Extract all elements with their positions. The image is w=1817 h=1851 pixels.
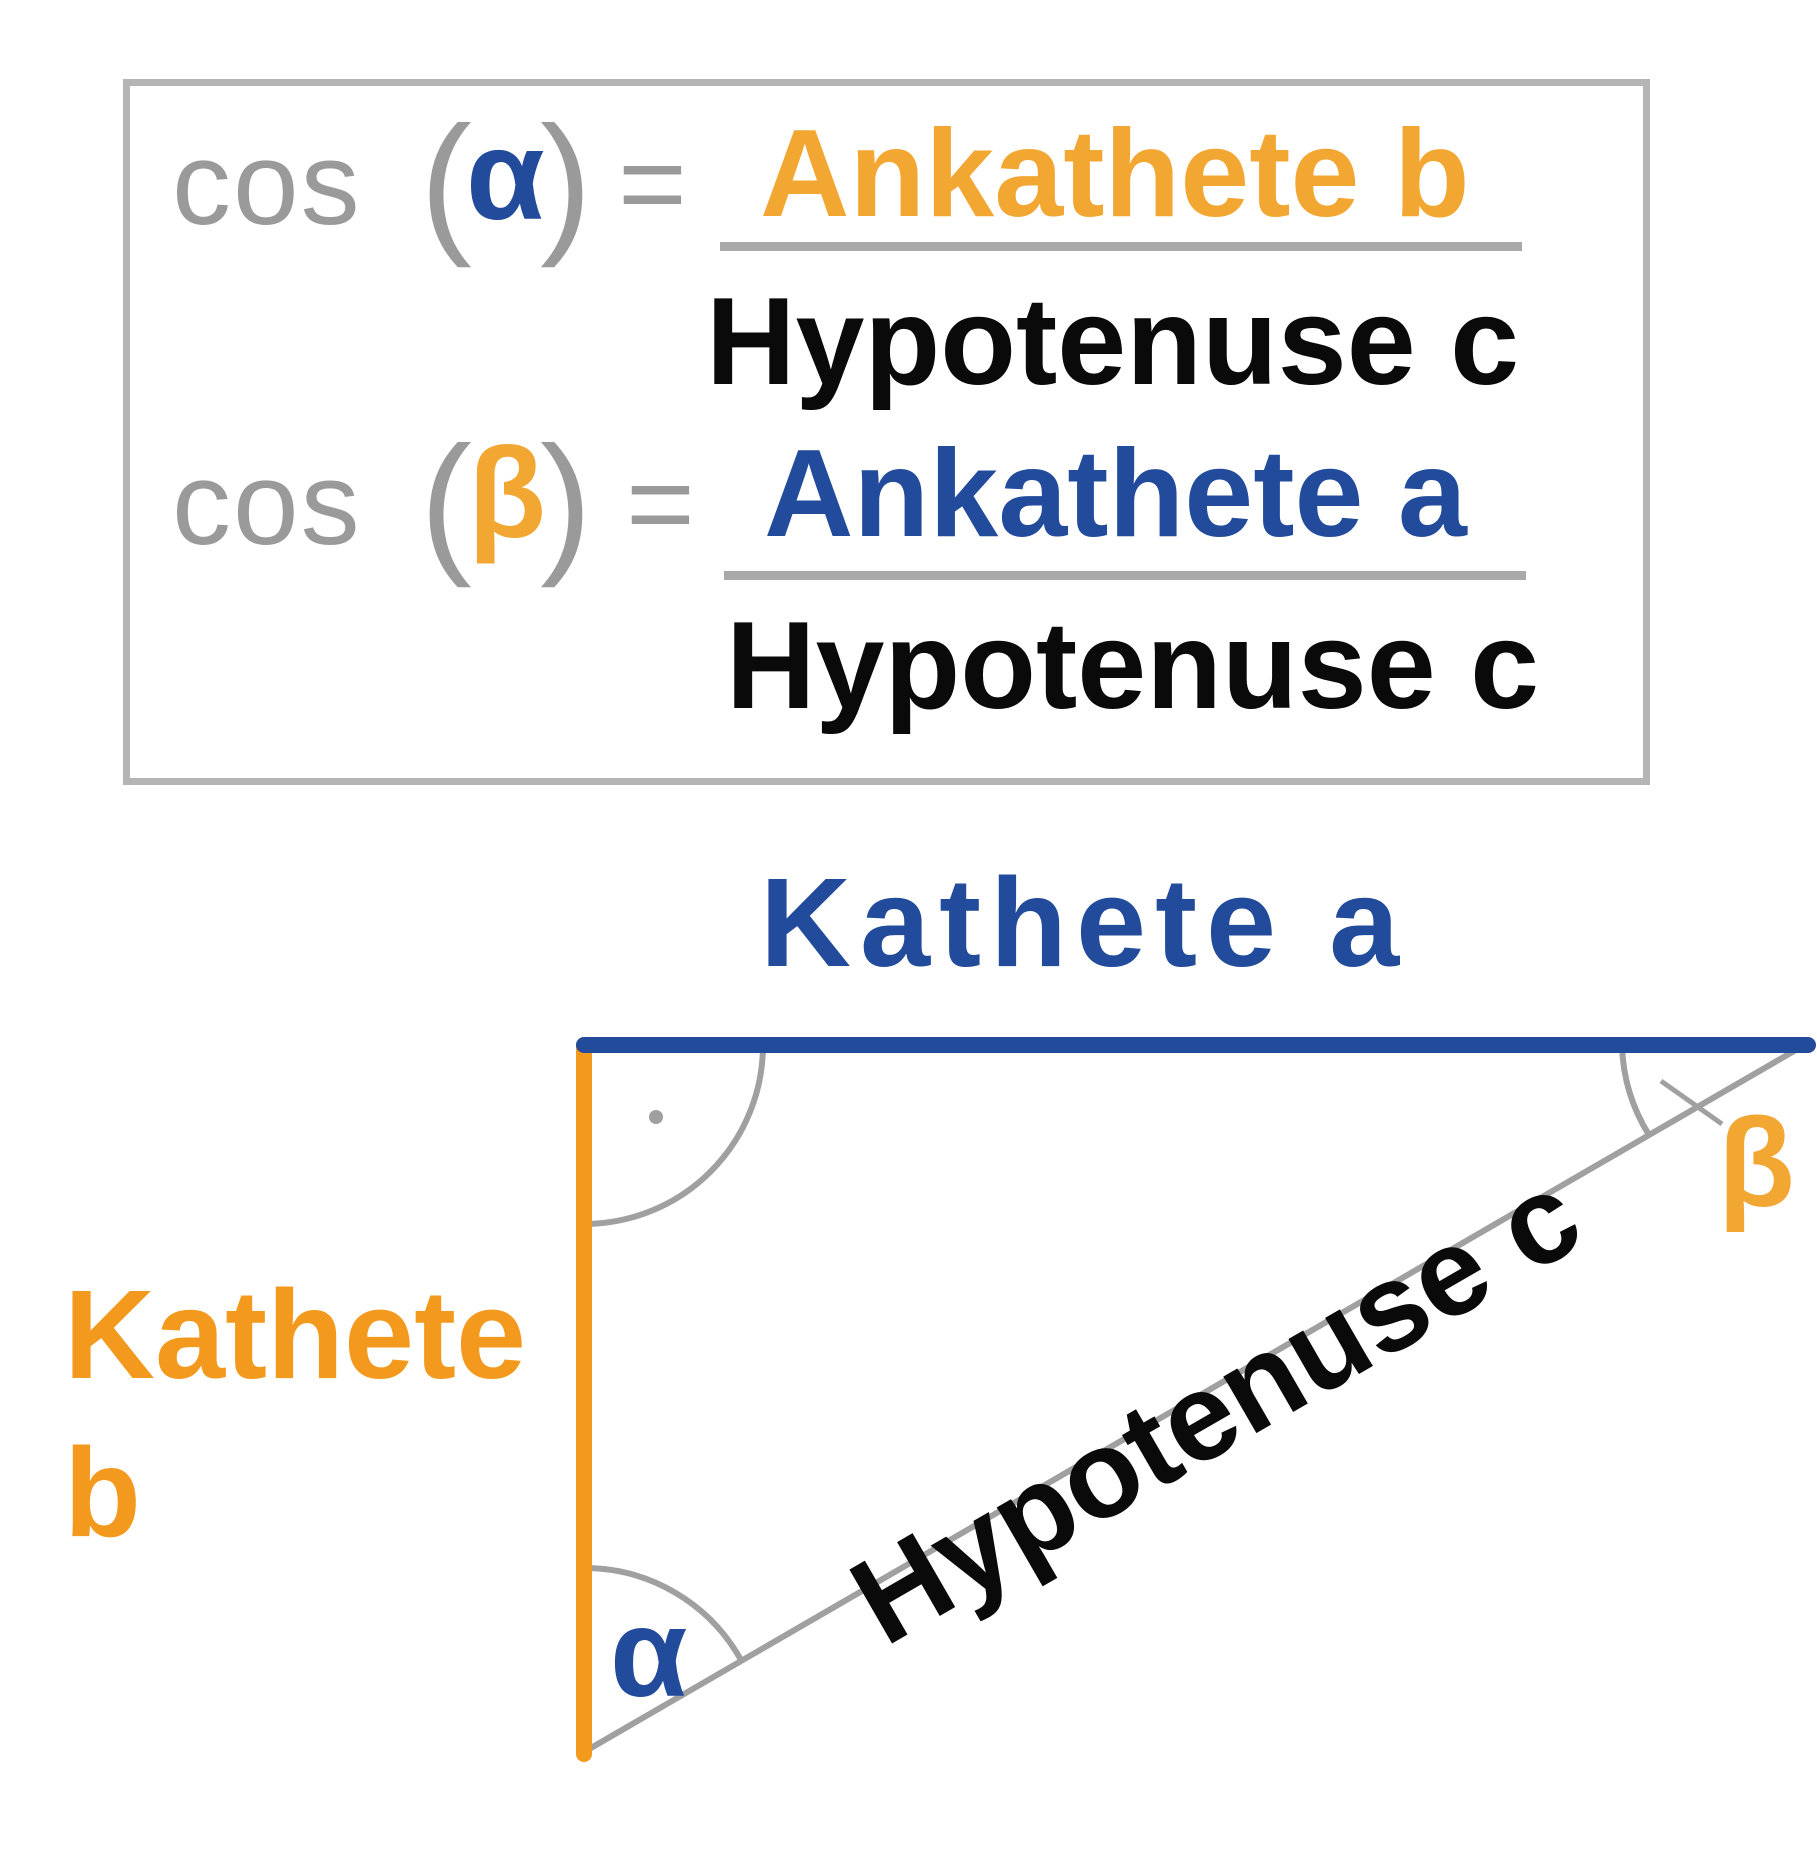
formula-1-fraction-line — [720, 242, 1522, 251]
formula-1-denominator: Hypotenuse c — [706, 273, 1520, 411]
alpha-label: α — [610, 1582, 688, 1723]
formula-2-numerator: Ankathete a — [764, 425, 1467, 563]
formula-1-angle: α — [466, 104, 545, 247]
right-angle-dot — [649, 1110, 663, 1124]
formula-1-func: cos — [172, 118, 362, 250]
kathete-b-label-line1: Kathete — [64, 1264, 527, 1405]
formula-2-fraction-line — [724, 571, 1526, 580]
formula-2-paren-close: ) — [540, 415, 592, 589]
formula-1-paren-close: ) — [540, 95, 592, 269]
kathete-a-label: Kathete a — [760, 852, 1409, 993]
kathete-b-label-line2: b — [64, 1422, 141, 1563]
formula-2-paren-open: ( — [420, 415, 472, 589]
formula-2-denominator: Hypotenuse c — [726, 597, 1540, 735]
hypotenuse-c-line — [582, 1044, 1803, 1755]
beta-label: β — [1718, 1092, 1795, 1233]
formula-2-func: cos — [172, 438, 362, 570]
beta-arc — [1619, 1044, 1652, 1137]
right-angle-arc — [583, 1044, 766, 1227]
formula-2-equals: = — [626, 438, 695, 570]
beta-tick — [1659, 1078, 1724, 1127]
formula-1-equals: = — [618, 118, 687, 250]
formula-box — [123, 79, 1650, 785]
alpha-arc — [583, 1564, 744, 1662]
formula-1-numerator: Ankathete b — [760, 105, 1470, 243]
formula-1-paren-open: ( — [420, 95, 472, 269]
formula-2-angle: β — [468, 422, 547, 565]
